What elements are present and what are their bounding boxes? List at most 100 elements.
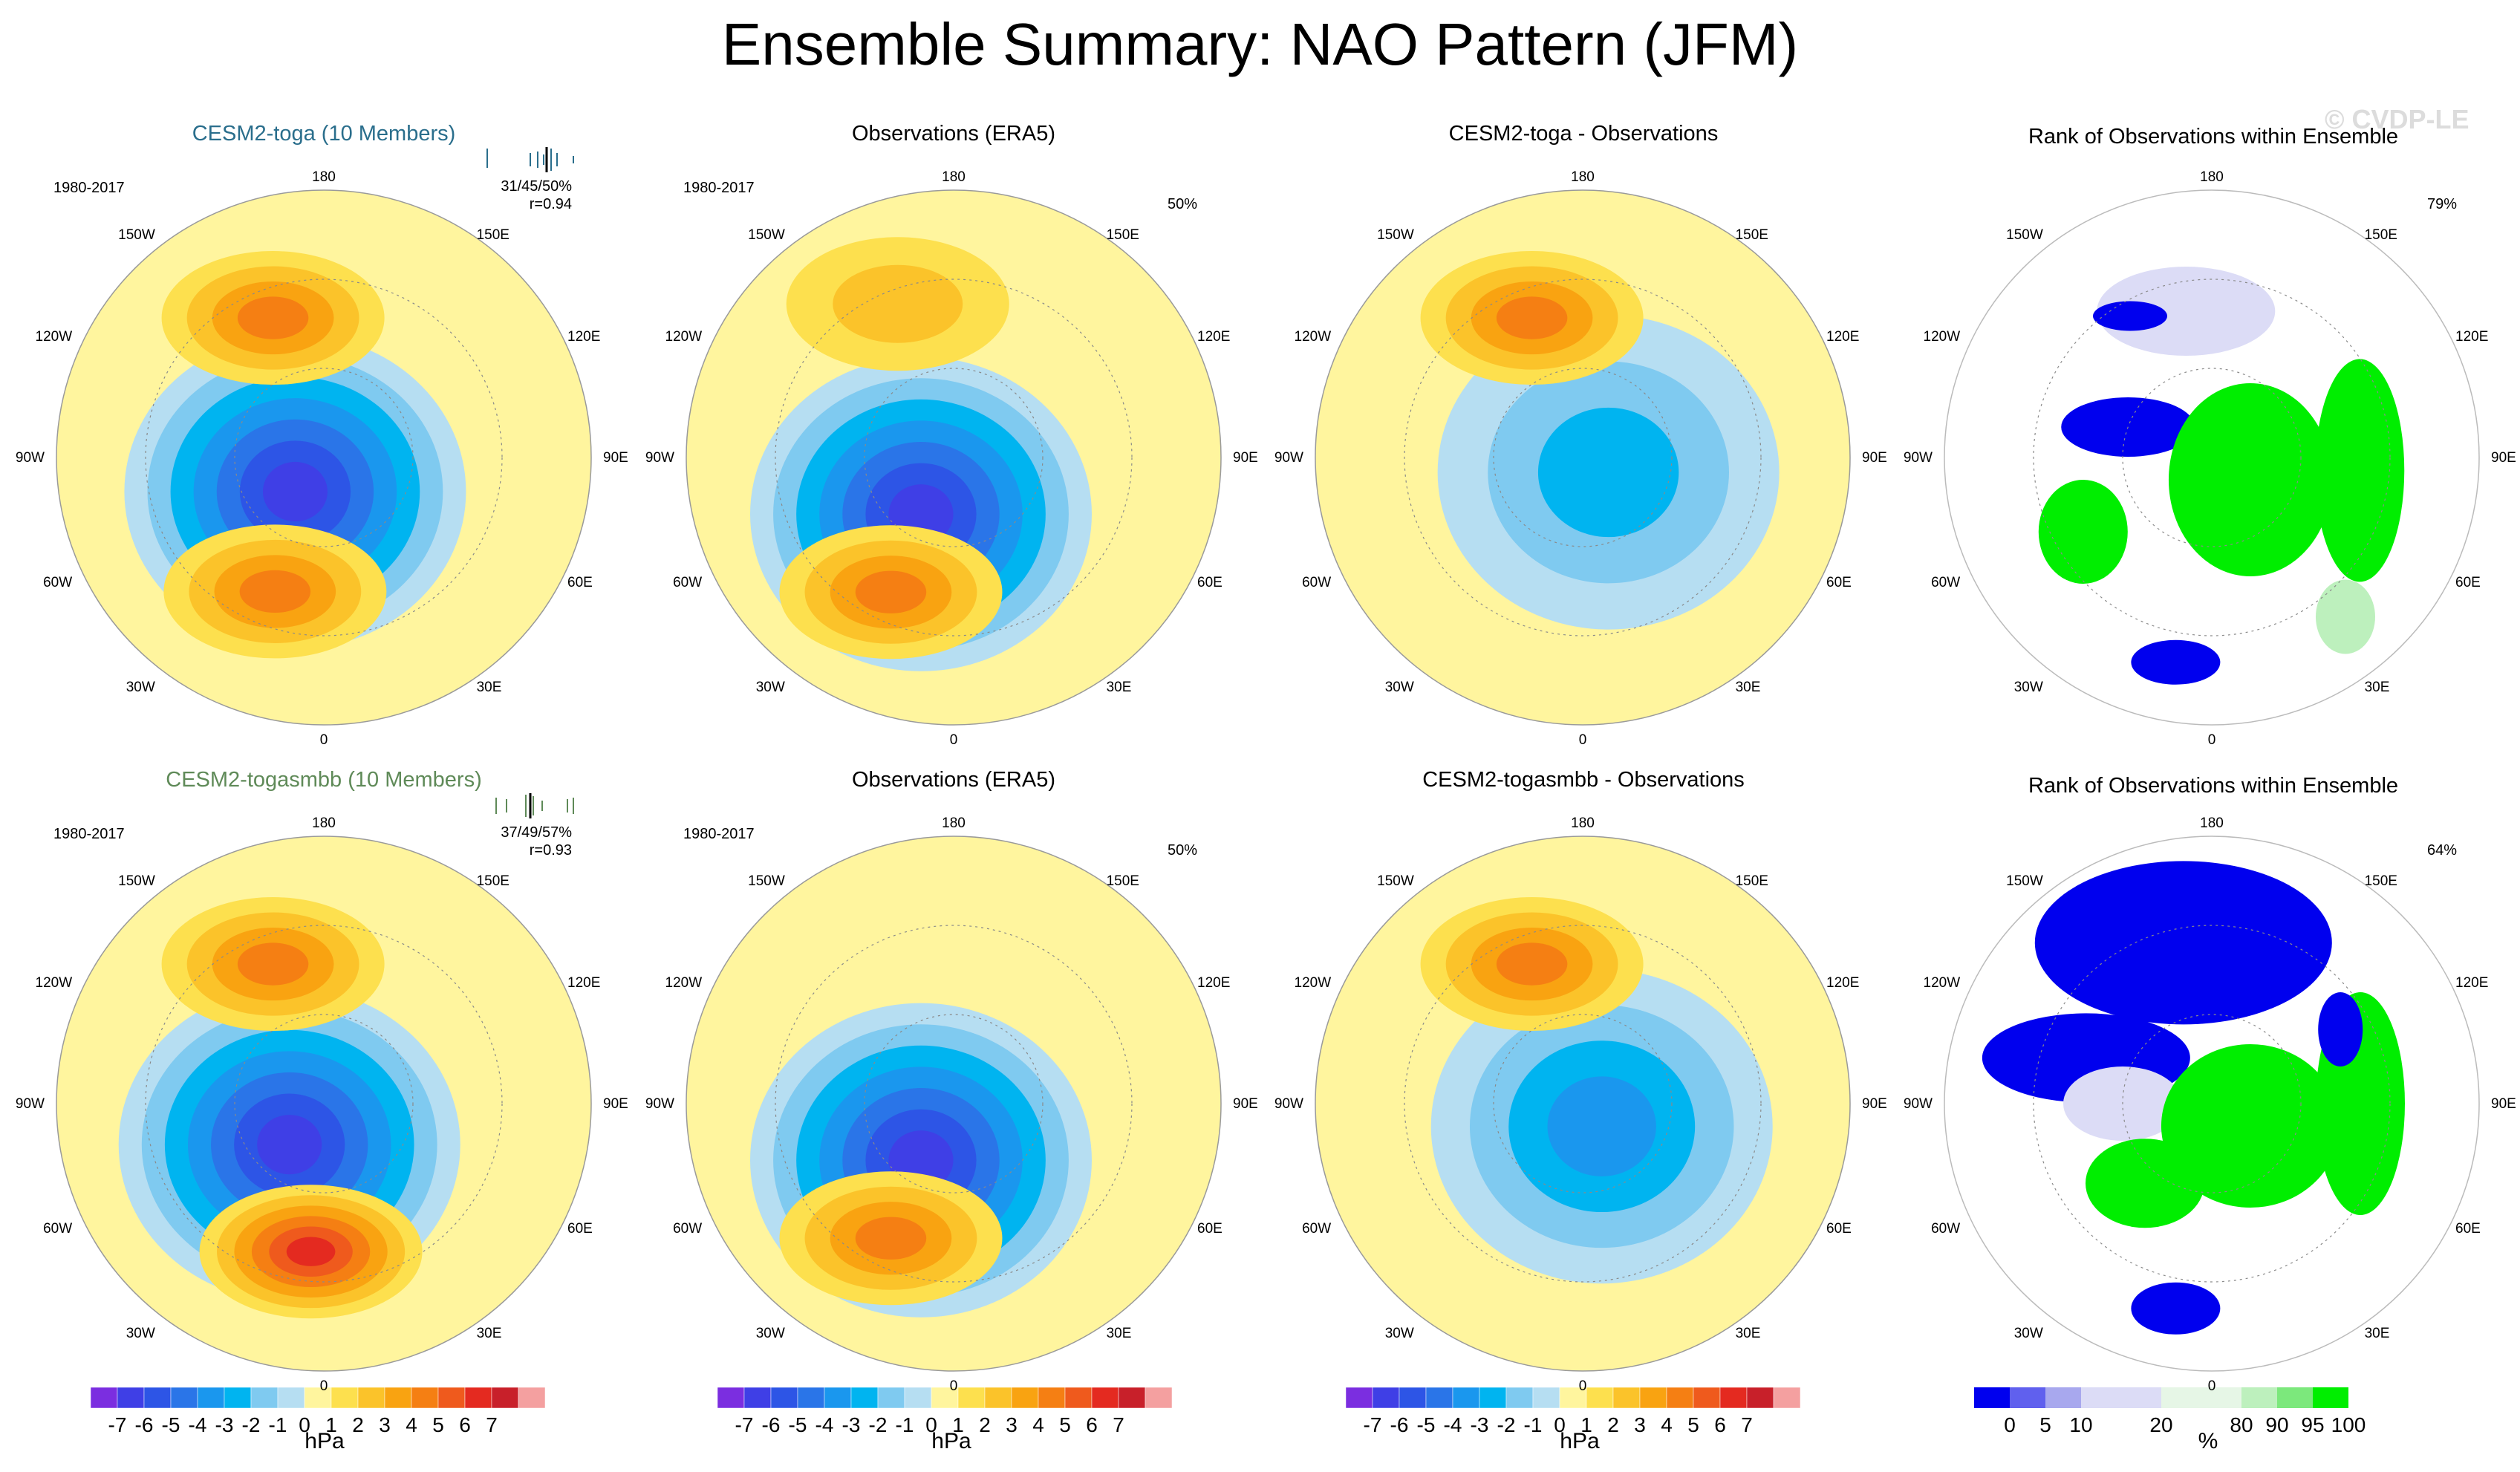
longitude-label: 150W (2006, 873, 2043, 890)
colorbar-swatch (1639, 1387, 1667, 1409)
polar-map (1315, 836, 1851, 1372)
longitude-label: 150W (1377, 873, 1414, 890)
colorbar-swatch (117, 1387, 145, 1409)
colorbar-swatch (1586, 1387, 1614, 1409)
map-border (1944, 836, 2480, 1372)
colorbar-swatch (1118, 1387, 1146, 1409)
period-label: 1980-2017 (683, 826, 755, 842)
longitude-label: 150E (476, 873, 509, 890)
contour-level (855, 1217, 927, 1260)
contour-level (855, 570, 927, 613)
longitude-label: 90E (1233, 1096, 1258, 1112)
longitude-label: 0 (319, 1378, 328, 1394)
map-border (1944, 189, 2480, 726)
panel-title-rank: Rank of Observations within Ensemble (2028, 774, 2399, 798)
figure-title: Ensemble Summary: NAO Pattern (JFM) (721, 11, 1799, 77)
longitude-label: 0 (1578, 732, 1587, 748)
longitude-label: 30E (2364, 1325, 2390, 1341)
contour-level (237, 296, 309, 339)
map-border (686, 189, 1222, 726)
colorbar-swatch (2277, 1387, 2313, 1408)
rank-region (2131, 639, 2221, 685)
latitude-circle (234, 368, 414, 547)
colorbar-swatch (437, 1387, 466, 1409)
colorbar-swatch (1693, 1387, 1721, 1409)
colorbar-swatch (824, 1387, 852, 1409)
longitude-label: 90W (645, 450, 674, 466)
colorbar-tick-label: 0 (2004, 1413, 2016, 1436)
colorbar-swatch (1064, 1387, 1093, 1409)
longitude-label: 60W (43, 1221, 73, 1237)
polar-map (56, 836, 592, 1372)
colorbar-tick-label: -5 (162, 1413, 180, 1436)
longitude-label: 150E (1735, 227, 1768, 244)
longitude-label: 60E (2455, 575, 2481, 591)
longitude-label: 120W (35, 975, 73, 991)
colorbar-swatch (304, 1387, 332, 1409)
colorbar-tick-label: 4 (406, 1413, 417, 1436)
colorbar-tick-label: -5 (789, 1413, 807, 1436)
colorbar-tick-label: 0 (925, 1413, 937, 1436)
longitude-label: 30E (476, 679, 502, 695)
longitude-label: 30E (1106, 679, 1132, 695)
longitude-label: 60W (673, 1221, 703, 1237)
colorbar-tick-label: 80 (2230, 1413, 2253, 1436)
colorbar-swatch (1974, 1387, 2010, 1408)
polar-map (1944, 189, 2480, 726)
latitude-circle (864, 1014, 1044, 1193)
longitude-label: 30W (126, 679, 155, 695)
colorbar-tick-label: 100 (2331, 1413, 2366, 1436)
longitude-label: 150W (118, 873, 155, 890)
rank-region (2093, 301, 2167, 331)
longitude-label: 30W (2013, 1325, 2043, 1341)
polar-map (1315, 189, 1851, 726)
colorbar-swatch (1372, 1387, 1400, 1409)
colorbar-swatch (277, 1387, 305, 1409)
longitude-label: 90E (1862, 1096, 1887, 1112)
colorbar-tick-label: -2 (869, 1413, 888, 1436)
colorbar-tick-label: -6 (1390, 1413, 1409, 1436)
longitude-label: 180 (1571, 815, 1595, 831)
longitude-label: 60W (43, 575, 73, 591)
map-border (1315, 836, 1851, 1372)
longitude-label: 150E (1106, 227, 1139, 244)
contour-level (1537, 407, 1679, 538)
rank-region (2086, 1139, 2205, 1228)
contour-level (1496, 296, 1568, 339)
colorbar-tick-label: 4 (1032, 1413, 1044, 1436)
colorbar-swatch (957, 1387, 986, 1409)
longitude-label: 120W (1923, 329, 1961, 345)
colorbar-tick-label: -4 (189, 1413, 207, 1436)
colorbar-swatch (357, 1387, 385, 1409)
colorbar-swatch (984, 1387, 1012, 1409)
colorbar-hpa: -7 -6 -5 -4 -3 -2 -1 0 1 2 3 4 5 6 7 (89, 1387, 564, 1443)
longitude-label: 150W (748, 873, 785, 890)
colorbar-swatch (384, 1387, 412, 1409)
pattern-corr-label: r=0.94 (529, 196, 572, 212)
polar-map (686, 836, 1222, 1372)
longitude-label: 120E (1826, 975, 1860, 991)
map-border (56, 189, 592, 726)
polar-map (686, 189, 1222, 726)
colorbar-rank: 0 5 10 20 80 90 95 100 (1973, 1387, 2448, 1443)
longitude-label: 150W (1377, 227, 1414, 244)
rank-region (2097, 267, 2276, 356)
colorbar-unit: hPa (1560, 1429, 1600, 1453)
longitude-label: 120E (567, 329, 601, 345)
colorbar-tick-label: -1 (896, 1413, 914, 1436)
colorbar-swatch (1399, 1387, 1427, 1409)
polar-map (1944, 836, 2480, 1372)
longitude-label: 60W (1302, 575, 1332, 591)
longitude-label: 150E (2364, 227, 2397, 244)
longitude-label: 150E (2364, 873, 2397, 890)
colorbar-swatch (464, 1387, 492, 1409)
colorbar-tick-label: 2 (352, 1413, 364, 1436)
longitude-label: 0 (2207, 732, 2216, 748)
colorbar-swatch (2045, 1387, 2081, 1408)
stats-label: 31/45/50% (501, 178, 572, 195)
rank-region (2038, 480, 2128, 584)
longitude-label: 150E (1735, 873, 1768, 890)
contour-level (262, 461, 328, 521)
colorbar-swatch (143, 1387, 172, 1409)
longitude-label: 60E (1197, 575, 1222, 591)
